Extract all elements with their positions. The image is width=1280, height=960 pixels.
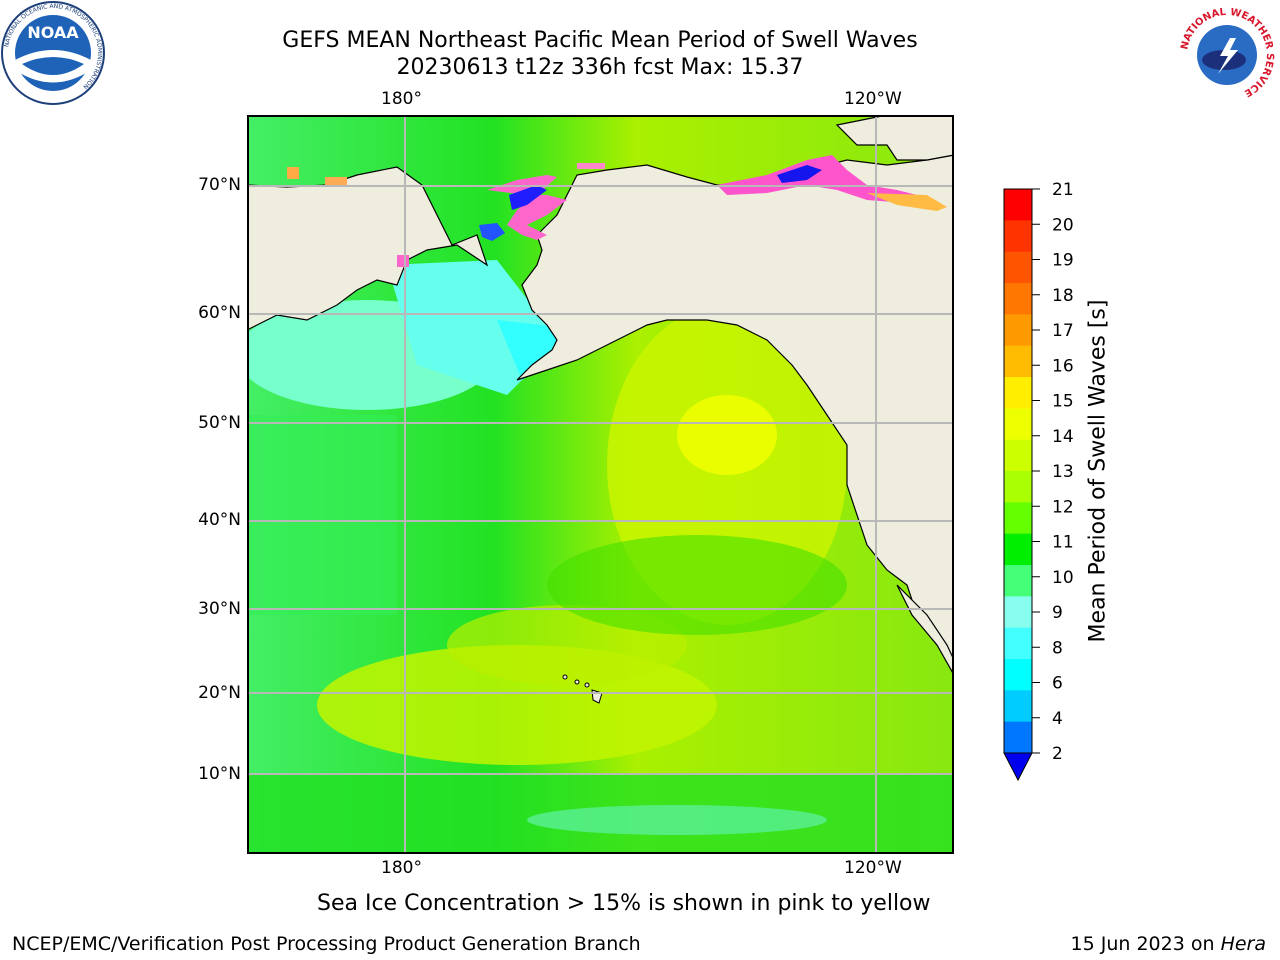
lat-label-40n: 40°N <box>198 510 241 530</box>
colorbar-tick-label: 13 <box>1052 462 1074 482</box>
map-frame <box>247 115 954 854</box>
sea-ice-patch-3 <box>577 163 605 169</box>
sea-ice-chukchi <box>487 175 567 240</box>
colorbar-tick-label: 20 <box>1052 215 1074 235</box>
colorbar-tick-label: 11 <box>1052 533 1074 553</box>
colorbar-swatch <box>1004 471 1032 503</box>
colorbar-swatch <box>1004 596 1032 629</box>
colorbar-swatch <box>1004 565 1032 597</box>
chart-title: GEFS MEAN Northeast Pacific Mean Period … <box>282 28 918 53</box>
graticule <box>247 115 954 854</box>
sea-ice-beaufort-core <box>777 165 822 183</box>
swell-patch-green-mid <box>547 535 847 635</box>
colorbar-label: Mean Period of Swell Waves [s] <box>1085 299 1111 643</box>
colorbar: 21 20 19 18 17 16 15 14 13 12 11 10 9 8 6 4 2 <box>1003 180 1074 782</box>
noaa-logo-text: NOAA <box>27 23 79 42</box>
island-kauai <box>562 674 568 680</box>
lat-label-20n: 20°N <box>198 683 241 703</box>
colorbar-tick-label: 10 <box>1052 568 1074 588</box>
colorbar-tick-label: 12 <box>1052 497 1074 517</box>
swell-period-map <box>247 115 954 854</box>
colorbar-swatch <box>1004 220 1032 253</box>
lat-label-30n: 30°N <box>198 599 241 619</box>
sea-ice-markers <box>287 155 947 267</box>
colorbar-swatch <box>1004 439 1032 472</box>
colorbar-tick-label: 14 <box>1052 427 1074 447</box>
colorbar-tick-label: 17 <box>1052 321 1074 341</box>
colorbar-tick-label: 21 <box>1052 180 1074 200</box>
colorbar-tick-label: 16 <box>1052 356 1074 376</box>
colorbar-swatch <box>1004 627 1032 660</box>
land-siberia <box>247 166 489 331</box>
island-maui <box>584 682 590 688</box>
sea-ice-orange-east <box>867 193 947 211</box>
footer-date: 15 Jun 2023 on <box>1070 933 1221 955</box>
sea-ice-patch-2 <box>325 177 347 185</box>
colorbar-extend-triangle <box>1003 752 1033 782</box>
colorbar-swatch <box>1004 502 1032 535</box>
land-arctic-islands <box>835 115 954 161</box>
colorbar-tick-label: 9 <box>1052 603 1063 623</box>
lat-label-10n: 10°N <box>198 764 241 784</box>
colorbar-tick-label: 19 <box>1052 251 1074 271</box>
footer-left: NCEP/EMC/Verification Post Processing Pr… <box>12 933 641 955</box>
colorbar-swatch <box>1004 189 1032 221</box>
sea-ice-beaufort <box>717 155 917 203</box>
footer-right: 15 Jun 2023 on Hera <box>1071 933 1266 955</box>
lat-label-70n: 70°N <box>198 175 241 195</box>
colorbar-swatch <box>1004 251 1032 284</box>
sea-ice-note: Sea Ice Concentration > 15% is shown in … <box>317 891 931 916</box>
colorbar-tick-label: 15 <box>1052 392 1074 412</box>
colorbar-tick-label: 8 <box>1052 638 1063 658</box>
land-baja <box>896 584 954 677</box>
lon-label-120w-top: 120°W <box>844 89 902 109</box>
colorbar-swatch <box>1004 721 1032 754</box>
sea-ice-chukchi-core <box>509 185 547 210</box>
colorbar-tick-label: 6 <box>1052 674 1063 694</box>
colorbar-tick-label: 4 <box>1052 709 1063 729</box>
colorbar-swatch <box>1004 659 1032 691</box>
sea-ice-patch-1 <box>287 167 299 179</box>
sea-ice-patch-4 <box>397 255 409 267</box>
colorbar-ticks: 21 20 19 18 17 16 15 14 13 12 11 10 9 8 6 4 2 <box>1032 180 1074 764</box>
island-oahu <box>574 679 580 685</box>
colorbar-tick-label: 2 <box>1052 744 1063 764</box>
footer-machine: Hera <box>1220 933 1266 955</box>
colorbar-swatch <box>1004 408 1032 441</box>
chart-subtitle: 20230613 t12z 336h fcst Max: 15.37 <box>396 55 804 80</box>
colorbar-swatch <box>1004 377 1032 409</box>
swell-patch-green-west <box>247 415 397 615</box>
swell-patch-yellow-northeast <box>677 395 777 475</box>
colorbar-swatch <box>1004 314 1032 347</box>
colorbar-swatch <box>1004 345 1032 378</box>
lon-label-180-top: 180° <box>381 89 422 109</box>
colorbar-swatches <box>1004 189 1032 754</box>
lat-label-60n: 60°N <box>198 303 241 323</box>
colorbar-swatch <box>1004 690 1032 723</box>
swell-patches <box>247 260 954 854</box>
colorbar-swatch <box>1004 283 1032 315</box>
lon-label-120w-bottom: 120°W <box>844 858 902 878</box>
nws-logo: NATIONAL WEATHER SERVICE <box>1179 8 1275 100</box>
noaa-logo: NATIONAL OCEANIC AND ATMOSPHERIC ADMINIS… <box>1 1 105 105</box>
colorbar-swatch <box>1004 533 1032 566</box>
lon-label-180-bottom: 180° <box>381 858 422 878</box>
sea-ice-bering <box>479 223 505 241</box>
colorbar-tick-label: 18 <box>1052 286 1074 306</box>
swell-patch-mint-south <box>527 805 827 835</box>
lat-label-50n: 50°N <box>198 413 241 433</box>
